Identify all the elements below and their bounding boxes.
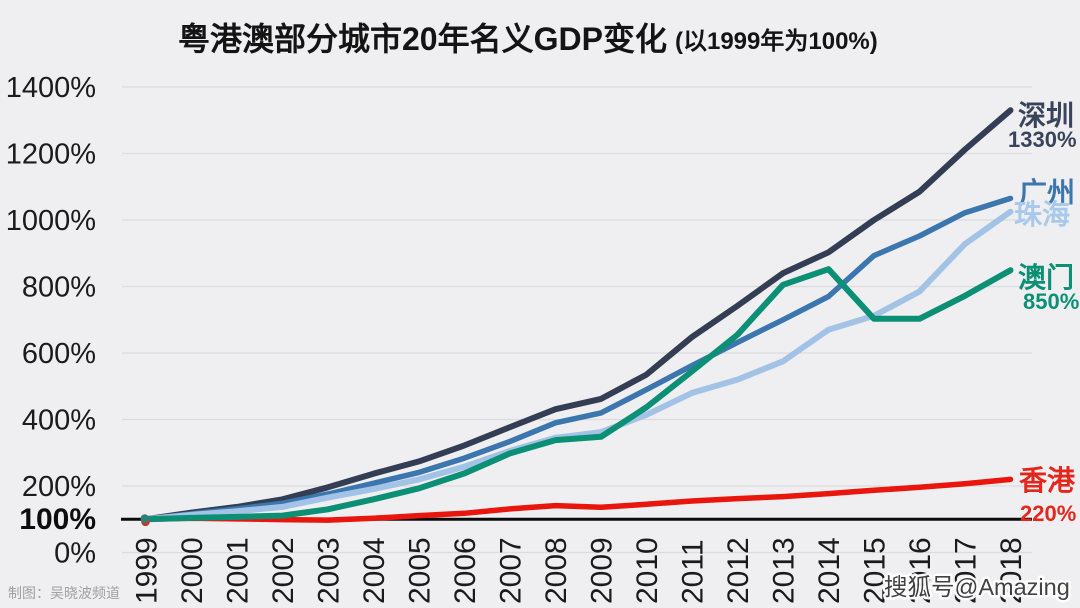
svg-text:澳门: 澳门 [1018,262,1074,293]
svg-text:1000%: 1000% [6,205,96,237]
svg-text:粤港澳部分城市20年名义GDP变化: 粤港澳部分城市20年名义GDP变化 [178,21,667,57]
svg-text:0%: 0% [54,538,96,570]
svg-text:2008: 2008 [540,537,573,604]
svg-text:220%: 220% [1020,501,1076,526]
svg-text:1330%: 1330% [1008,127,1077,152]
svg-text:600%: 600% [22,338,96,370]
svg-text:2013: 2013 [768,537,801,604]
svg-text:2002: 2002 [267,537,300,604]
svg-text:2004: 2004 [358,537,391,604]
svg-text:200%: 200% [22,471,96,503]
svg-text:珠海: 珠海 [1014,199,1070,230]
svg-text:2006: 2006 [449,537,482,604]
svg-text:2018: 2018 [995,537,1028,604]
svg-text:(以1999年为100%): (以1999年为100%) [675,27,878,55]
svg-text:2010: 2010 [631,537,664,604]
svg-text:2011: 2011 [677,539,710,604]
svg-text:2012: 2012 [722,537,755,604]
svg-text:香港: 香港 [1019,465,1076,496]
svg-text:2000: 2000 [176,537,209,604]
svg-text:2009: 2009 [586,537,619,604]
svg-text:1400%: 1400% [6,72,96,104]
svg-text:1999: 1999 [131,537,164,604]
svg-text:广州: 广州 [1019,177,1075,208]
svg-text:2017: 2017 [950,537,983,604]
svg-text:400%: 400% [22,405,96,437]
svg-text:2007: 2007 [495,537,528,604]
svg-text:2003: 2003 [313,537,346,604]
svg-text:2005: 2005 [404,537,437,604]
svg-text:850%: 850% [1023,289,1079,314]
svg-text:1200%: 1200% [6,139,96,171]
svg-text:100%: 100% [19,503,96,536]
svg-text:2001: 2001 [222,537,255,604]
svg-text:制图：吴晓波频道: 制图：吴晓波频道 [8,585,120,601]
svg-text:2014: 2014 [813,537,846,604]
svg-text:2015: 2015 [859,537,892,604]
svg-text:800%: 800% [22,272,96,304]
svg-text:深圳: 深圳 [1018,100,1074,131]
svg-text:搜狐号@Amazing: 搜狐号@Amazing [884,574,1070,600]
svg-text:2016: 2016 [904,537,937,604]
